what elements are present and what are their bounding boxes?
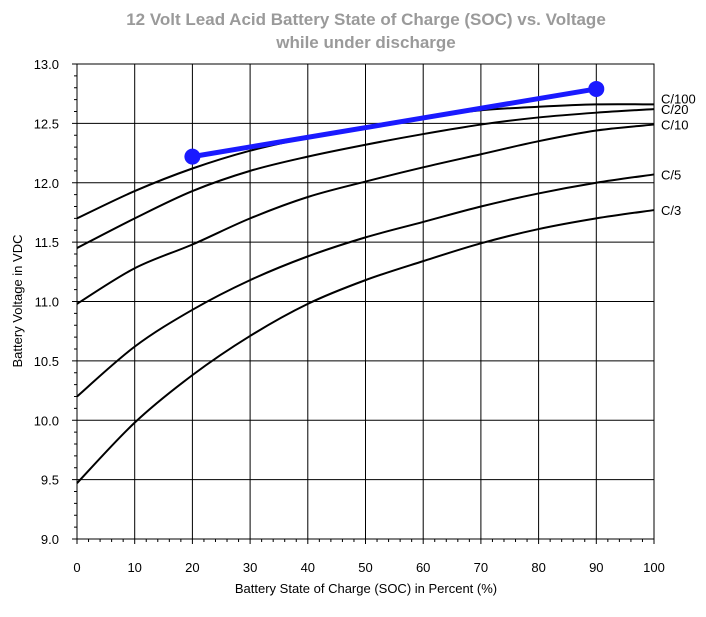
- x-tick-label: 20: [185, 560, 199, 575]
- series-label: C/3: [661, 203, 681, 218]
- y-tick-label: 13.0: [34, 57, 59, 72]
- plot-area-border: [76, 63, 655, 540]
- y-tick-label: 9.5: [41, 473, 59, 488]
- x-tick-label: 60: [416, 560, 430, 575]
- x-tick-label: 0: [73, 560, 80, 575]
- x-tick-label: 40: [301, 560, 315, 575]
- x-axis-label: Battery State of Charge (SOC) in Percent…: [235, 581, 497, 596]
- chart-subtitle: while under discharge: [275, 33, 456, 52]
- y-tick-label: 12.5: [34, 116, 59, 131]
- y-tick-label: 11.0: [35, 295, 59, 310]
- x-tick-label: 50: [358, 560, 372, 575]
- y-axis-label: Battery Voltage in VDC: [10, 235, 25, 368]
- x-tick-label: 30: [243, 560, 257, 575]
- highlight-line-group: [184, 80, 605, 165]
- tick-labels: 0 10 20 30 40 50 60 70 80 90 100 9.0 9.5 10.0 10.5 11.0…: [34, 57, 665, 575]
- highlight-point: [184, 148, 201, 165]
- series-line-c-5: [76, 173, 655, 398]
- x-tick-label: 80: [531, 560, 545, 575]
- series-line-c-3: [76, 209, 655, 484]
- chart-title: 12 Volt Lead Acid Battery State of Charg…: [126, 10, 606, 29]
- y-tick-label: 11.5: [35, 235, 59, 250]
- series-label: C/5: [661, 167, 681, 182]
- y-tick-label: 9.0: [41, 532, 59, 547]
- series-label: C/100: [661, 91, 696, 106]
- y-tick-label: 10.5: [34, 354, 59, 369]
- x-tick-label: 10: [127, 560, 141, 575]
- y-tick-label: 10.0: [34, 413, 59, 428]
- series-line-c-10: [76, 123, 655, 305]
- series-label: C/10: [661, 118, 688, 133]
- highlight-line: [189, 86, 599, 160]
- y-tick-label: 12.0: [34, 176, 59, 191]
- x-tick-label: 100: [643, 560, 665, 575]
- series-line-c-20: [76, 108, 655, 249]
- series-label: C/20: [661, 102, 688, 117]
- x-tick-label: 70: [474, 560, 488, 575]
- highlight-point: [588, 80, 605, 97]
- series-lines: [76, 103, 655, 484]
- x-tick-label: 90: [589, 560, 603, 575]
